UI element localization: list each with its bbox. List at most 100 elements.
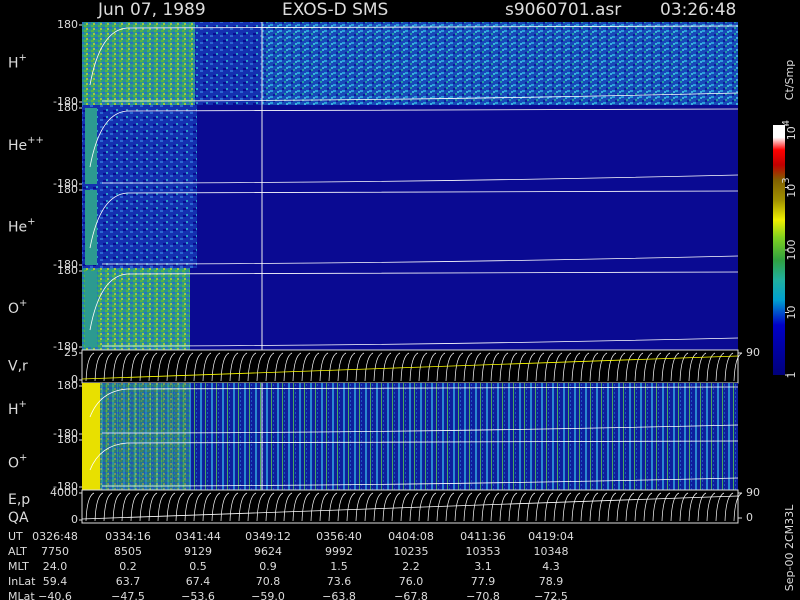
label-base: V,r xyxy=(8,359,28,375)
row-cell: 0404:08 xyxy=(388,530,434,543)
label-base: H xyxy=(8,402,19,418)
y-tick-label: 4000 xyxy=(50,486,78,499)
label-base: He xyxy=(8,138,27,154)
y-tick-label: -180 xyxy=(53,480,78,493)
row-cell: 7750 xyxy=(41,545,69,558)
y2-tick-label: 0 xyxy=(746,511,753,524)
panel-label: V,r xyxy=(8,359,28,375)
panel-field xyxy=(82,22,197,105)
row-cell: 0.2 xyxy=(119,560,137,573)
label-sup: ++ xyxy=(27,135,44,146)
row-cell: 9129 xyxy=(184,545,212,558)
row-cell: 10235 xyxy=(394,545,429,558)
row-cell: −59.0 xyxy=(251,590,285,600)
row-cell: −63.8 xyxy=(322,590,356,600)
y-tick-label: 180 xyxy=(57,433,78,446)
y-tick-label: 180 xyxy=(57,18,78,31)
panel-field xyxy=(82,187,197,268)
row-name: InLat xyxy=(8,575,36,588)
row-cell: 0341:44 xyxy=(175,530,221,543)
panel-field xyxy=(100,437,190,490)
row-cell: 9992 xyxy=(325,545,353,558)
panel-label: E,p xyxy=(8,492,30,508)
y-tick-label: -180 xyxy=(53,427,78,440)
panel-field xyxy=(100,383,190,437)
row-cell: 0411:36 xyxy=(460,530,506,543)
panel-label: O+ xyxy=(8,298,27,317)
label-sup: + xyxy=(19,53,27,64)
row-cell: −40.6 xyxy=(38,590,72,600)
row-cell: 59.4 xyxy=(43,575,68,588)
row-cell: 67.4 xyxy=(186,575,211,588)
colorbar-tick-label: 10 xyxy=(785,306,798,320)
row-name: MLat xyxy=(8,590,35,600)
boundary-curve xyxy=(89,108,739,184)
y-tick-label: -180 xyxy=(53,340,78,353)
boundary-curve xyxy=(89,25,739,102)
label-base: 10 xyxy=(785,306,798,320)
row-cell: 3.1 xyxy=(474,560,492,573)
y-tick-label: 180 xyxy=(57,101,78,114)
row-cell: 0356:40 xyxy=(316,530,362,543)
file-name: s9060701.asr xyxy=(505,0,621,20)
boundary-curve xyxy=(89,386,739,434)
row-cell: 0.5 xyxy=(189,560,207,573)
row-cell: 77.9 xyxy=(471,575,496,588)
label-base: 10 xyxy=(785,126,798,140)
label-base: E,p xyxy=(8,492,30,508)
label-base: H xyxy=(8,56,19,72)
colorbar-unit: Ct/Smp xyxy=(783,60,796,100)
y2-tick-label: 90 xyxy=(746,486,760,499)
row-cell: −72.5 xyxy=(534,590,568,600)
colorbar-tick-label: 103 xyxy=(781,177,798,197)
row-cell: 1.5 xyxy=(330,560,348,573)
y-tick-label: 180 xyxy=(57,379,78,392)
row-cell: −70.8 xyxy=(466,590,500,600)
row-cell: 63.7 xyxy=(116,575,141,588)
panel-field xyxy=(82,268,190,350)
panel-field xyxy=(82,383,738,437)
panel-label: He++ xyxy=(8,135,44,154)
time: 03:26:48 xyxy=(660,0,736,20)
panel-label: O+ xyxy=(8,453,27,472)
label-base: 100 xyxy=(785,240,798,261)
row-cell: 4.3 xyxy=(542,560,560,573)
label-sup: 3 xyxy=(781,177,792,183)
panel-label: QA xyxy=(8,510,29,526)
row-name: ALT xyxy=(8,545,27,558)
y-tick-label: -180 xyxy=(53,95,78,108)
y-tick-label: -180 xyxy=(53,177,78,190)
row-cell: 0349:12 xyxy=(245,530,291,543)
panel-label: H+ xyxy=(8,399,27,418)
panel-field xyxy=(195,22,262,105)
y-tick-label: 180 xyxy=(57,264,78,277)
row-cell: 9624 xyxy=(254,545,282,558)
row-cell: −67.8 xyxy=(394,590,428,600)
label-sup: + xyxy=(19,298,27,309)
colorbar-tick-label: 1 xyxy=(785,372,798,379)
row-cell: 0419:04 xyxy=(528,530,574,543)
y-tick-label: 0 xyxy=(71,373,78,386)
label-base: He xyxy=(8,220,27,236)
row-cell: 0326:48 xyxy=(32,530,78,543)
panel-field xyxy=(82,437,100,490)
boundary-curve xyxy=(89,440,739,487)
version: Sep-00 2CM33L xyxy=(783,504,796,591)
row-cell: −47.5 xyxy=(111,590,145,600)
colorbar xyxy=(773,125,785,375)
panel-field xyxy=(85,271,97,347)
label-sup: + xyxy=(19,399,27,410)
label-sup: 4 xyxy=(781,120,792,126)
instrument: EXOS-D SMS xyxy=(282,0,388,20)
panel-field xyxy=(85,190,97,265)
panel-field xyxy=(82,437,738,490)
label-base: O xyxy=(8,301,19,317)
y-tick-label: 25 xyxy=(64,346,78,359)
panel-label: He+ xyxy=(8,217,36,236)
y-tick-label: 180 xyxy=(57,183,78,196)
row-cell: 10348 xyxy=(534,545,569,558)
row-cell: 24.0 xyxy=(43,560,68,573)
label-sup: + xyxy=(19,453,27,464)
panel-field xyxy=(82,383,100,437)
